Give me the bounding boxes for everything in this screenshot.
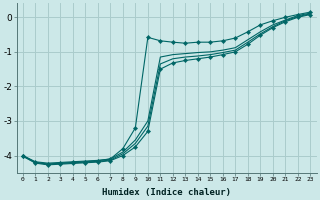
X-axis label: Humidex (Indice chaleur): Humidex (Indice chaleur) [102,188,231,197]
